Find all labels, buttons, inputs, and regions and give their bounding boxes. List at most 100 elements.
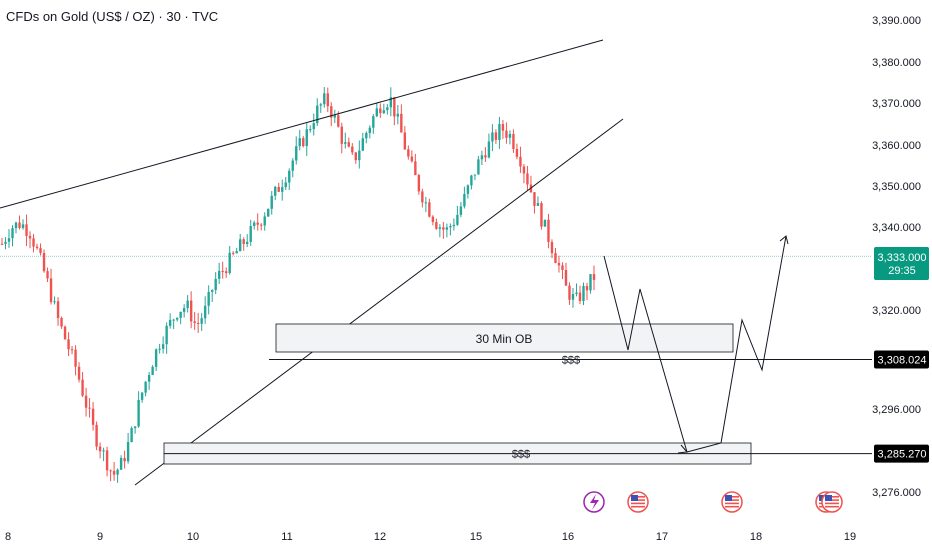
- y-tick-label: 3,340.000: [872, 222, 921, 234]
- lightning-event-icon[interactable]: [583, 491, 605, 513]
- candle-body: [372, 116, 375, 128]
- candle-body: [477, 159, 480, 175]
- candle-body: [340, 126, 343, 144]
- candle-body: [231, 252, 235, 254]
- candle-body: [189, 300, 193, 322]
- candle-body: [407, 149, 410, 157]
- candle-body: [203, 305, 207, 319]
- candle-body: [550, 241, 554, 254]
- x-tick-label: 15: [470, 531, 482, 543]
- candle-body: [0, 243, 4, 245]
- us-flag-event-icon[interactable]: [721, 491, 743, 513]
- candle-body: [21, 224, 25, 228]
- candle-body: [312, 123, 315, 130]
- candle-body: [130, 428, 133, 443]
- x-tick-label: 10: [187, 531, 199, 543]
- candle-body: [337, 115, 340, 127]
- candle-body: [428, 202, 431, 217]
- candle-body: [438, 227, 442, 229]
- candle-body: [368, 127, 372, 134]
- candle-body: [60, 317, 63, 327]
- candle-body: [217, 270, 221, 279]
- candle-body: [484, 155, 487, 158]
- candle-body: [309, 129, 312, 131]
- candle-body: [253, 222, 256, 227]
- x-tick-label: 19: [844, 531, 856, 543]
- x-tick-label: 9: [97, 531, 103, 543]
- candle-body: [589, 274, 592, 291]
- last-price-text: 3,333.000: [878, 252, 927, 264]
- candle-body: [67, 339, 70, 350]
- candle-body: [49, 278, 53, 303]
- level-label-lower: [874, 444, 929, 463]
- candle-body: [95, 424, 98, 447]
- projected-path[interactable]: [603, 235, 787, 453]
- candle-body: [442, 227, 445, 230]
- candle-body: [267, 208, 270, 217]
- candle-body: [463, 193, 466, 207]
- candle-body: [35, 246, 39, 249]
- candle-body: [302, 138, 305, 147]
- candle-body: [424, 202, 428, 204]
- candle-body: [323, 93, 326, 105]
- candle-body: [228, 252, 231, 274]
- candle-body: [158, 348, 161, 350]
- candle-body: [459, 206, 463, 215]
- candle-body: [305, 129, 308, 147]
- candle-body: [449, 226, 452, 228]
- upper-trendline[interactable]: [0, 39, 604, 209]
- candle-body: [361, 138, 365, 151]
- candle-body: [193, 321, 196, 323]
- y-tick-label: 3,320.000: [872, 305, 921, 317]
- candle-body: [557, 262, 561, 266]
- candle-body: [182, 308, 186, 312]
- candle-body: [25, 224, 28, 236]
- candle-body: [63, 326, 67, 340]
- candle-body: [147, 375, 151, 382]
- candle-body: [585, 286, 589, 291]
- candle-body: [571, 294, 575, 300]
- candle-body: [179, 311, 182, 318]
- candle-body: [491, 132, 494, 142]
- candle-body: [42, 252, 46, 272]
- candle-body: [88, 407, 91, 409]
- countdown-text: 29:35: [888, 265, 916, 277]
- chart-title: CFDs on Gold (US$ / OZ) · 30 · TVC: [6, 9, 219, 24]
- us-flag-event-icon[interactable]: [627, 491, 649, 513]
- candle-body: [417, 175, 421, 192]
- candle-body: [84, 395, 88, 408]
- candle-body: [126, 442, 130, 462]
- us-flag-event-icon[interactable]: [821, 491, 843, 513]
- candle-body: [116, 469, 119, 475]
- candle-body: [400, 113, 403, 133]
- candle-body: [319, 104, 322, 106]
- candle-body: [354, 152, 357, 161]
- candle-body: [522, 166, 526, 174]
- candle-body: [81, 379, 84, 396]
- candle-body: [298, 138, 301, 147]
- candle-body: [526, 173, 529, 185]
- candle-body: [196, 322, 200, 324]
- y-tick-label: 3,390.000: [872, 15, 921, 27]
- candle-body: [291, 160, 294, 171]
- candle-body: [379, 108, 382, 114]
- candle-body: [277, 186, 280, 192]
- candle-body: [347, 142, 350, 147]
- candle-body: [435, 222, 438, 229]
- candle-body: [389, 97, 393, 108]
- lower-trendline[interactable]: [134, 118, 624, 486]
- candle-body: [473, 174, 477, 176]
- candle-body: [186, 300, 189, 309]
- candle-body: [543, 219, 547, 227]
- candle-body: [515, 148, 519, 157]
- candle-body: [235, 251, 238, 254]
- candle-body: [7, 238, 11, 242]
- level-text-lower: 3,285.270: [878, 449, 927, 461]
- candle-body: [53, 301, 56, 303]
- candle-body: [578, 292, 582, 302]
- candle-body: [172, 319, 175, 321]
- candle-body: [154, 349, 158, 367]
- candle-body: [77, 366, 81, 380]
